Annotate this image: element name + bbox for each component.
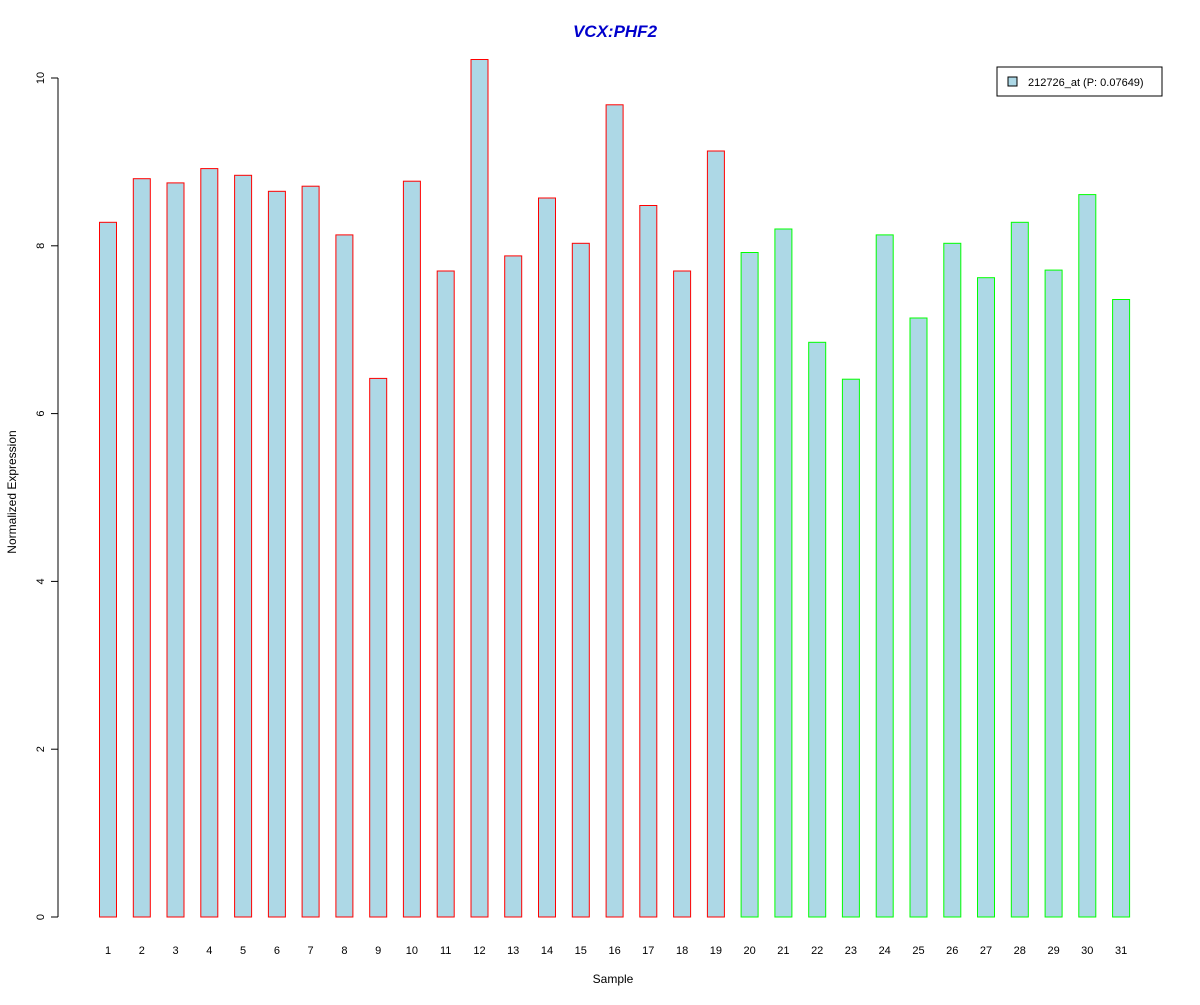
legend-entry: 212726_at (P: 0.07649): [1028, 77, 1144, 89]
y-tick-label: 0: [35, 914, 47, 920]
chart-title: VCX:PHF2: [573, 22, 658, 41]
y-axis: 0 2 4 6 8 10: [35, 72, 59, 920]
x-tick-label: 6: [274, 945, 280, 957]
x-tick-label: 22: [811, 945, 823, 957]
bar-sample-9: [369, 377, 388, 918]
x-tick-label: 27: [980, 945, 992, 957]
x-tick-label: 3: [172, 945, 178, 957]
bars-group: [99, 59, 1131, 918]
x-tick-label: 9: [375, 945, 381, 957]
x-tick-label: 10: [406, 945, 418, 957]
x-tick-label: 12: [473, 945, 485, 957]
bar-sample-29: [1044, 269, 1063, 918]
x-tick-label: 23: [845, 945, 857, 957]
bar-sample-3: [166, 182, 185, 918]
x-tick-label: 17: [642, 945, 654, 957]
x-tick-label: 15: [575, 945, 587, 957]
bar-sample-27: [977, 277, 995, 918]
bar-sample-14: [538, 197, 556, 918]
x-tick-label: 4: [206, 945, 212, 957]
x-tick-label: 30: [1081, 945, 1093, 957]
bar-sample-15: [571, 242, 590, 918]
x-tick-label: 1: [105, 945, 111, 957]
x-tick-label: 7: [308, 945, 314, 957]
x-tick-label: 31: [1115, 945, 1127, 957]
legend-swatch: [1007, 76, 1018, 87]
bar-sample-6: [267, 190, 286, 918]
x-tick-label: 25: [912, 945, 924, 957]
x-tick-label: 13: [507, 945, 519, 957]
bar-sample-26: [943, 242, 962, 918]
x-tick-label: 14: [541, 945, 553, 957]
y-axis-label: Normalized Expression: [5, 430, 19, 553]
bar-sample-25: [909, 317, 928, 918]
x-tick-labels: 1 2 3 4 5 6 7 8 9 10 11 12 13 14 15 16 17 18 19 20 21 22 23 24 2…: [105, 945, 1127, 957]
y-tick-label: 8: [35, 243, 47, 249]
x-tick-label: 11: [440, 945, 451, 957]
bar-sample-7: [301, 185, 320, 918]
bar-sample-21: [774, 228, 793, 918]
bar-sample-20: [740, 252, 759, 918]
x-tick-label: 28: [1014, 945, 1026, 957]
bar-sample-17: [639, 205, 658, 918]
y-tick-label: 10: [35, 72, 47, 84]
bar-sample-22: [808, 341, 827, 918]
bar-sample-24: [875, 234, 894, 918]
legend: 212726_at (P: 0.07649): [996, 66, 1163, 97]
bar-sample-1: [99, 221, 117, 918]
y-tick-label: 6: [35, 411, 47, 417]
bar-sample-23: [841, 378, 860, 918]
x-tick-label: 21: [777, 945, 789, 957]
bar-sample-11: [436, 270, 455, 918]
x-tick-label: 26: [946, 945, 958, 957]
x-axis-label: Sample: [593, 972, 634, 986]
bar-sample-12: [470, 59, 489, 918]
x-tick-label: 16: [608, 945, 620, 957]
bar-sample-18: [673, 270, 692, 918]
bar-sample-31: [1112, 299, 1131, 918]
bar-sample-19: [706, 150, 725, 918]
bar-sample-28: [1010, 221, 1029, 918]
bar-sample-5: [234, 174, 253, 918]
x-tick-label: 18: [676, 945, 688, 957]
x-tick-label: 24: [879, 945, 891, 957]
x-tick-label: 2: [139, 945, 145, 957]
bar-sample-30: [1078, 194, 1097, 918]
bar-sample-2: [132, 178, 151, 918]
x-tick-label: 5: [240, 945, 246, 957]
x-tick-label: 20: [743, 945, 755, 957]
y-tick-label: 2: [35, 746, 47, 752]
x-tick-label: 19: [710, 945, 722, 957]
legend-box: [996, 66, 1163, 97]
y-tick-label: 4: [35, 578, 47, 584]
bar-sample-16: [605, 104, 624, 918]
bar-sample-4: [200, 168, 219, 918]
bar-sample-8: [335, 234, 354, 918]
x-tick-label: 8: [341, 945, 347, 957]
bar-sample-10: [402, 180, 421, 918]
x-tick-label: 29: [1047, 945, 1059, 957]
bar-sample-13: [504, 255, 523, 918]
